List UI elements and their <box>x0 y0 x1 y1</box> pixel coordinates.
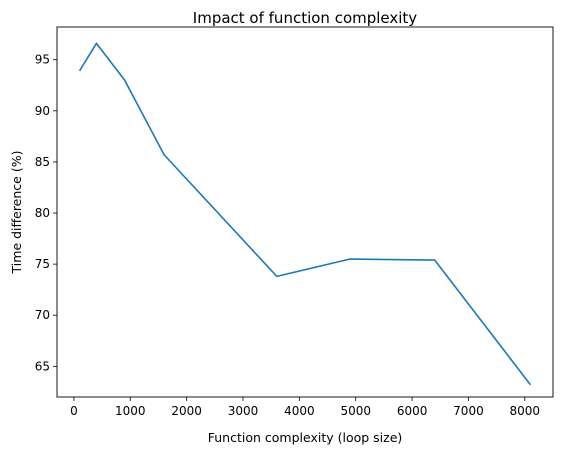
x-tick-label: 2000 <box>171 404 202 418</box>
x-tick-label: 6000 <box>397 404 428 418</box>
y-tick-label: 80 <box>35 206 50 220</box>
x-tick-label: 0 <box>70 404 78 418</box>
data-point <box>528 382 533 387</box>
y-tick-label: 95 <box>35 53 50 67</box>
plot-area <box>56 26 554 398</box>
y-tick-label: 75 <box>35 257 50 271</box>
data-point <box>274 274 279 279</box>
data-point <box>348 257 353 262</box>
y-axis-label: Time difference (%) <box>9 151 24 275</box>
x-tick-label: 3000 <box>228 404 259 418</box>
data-point <box>162 152 167 157</box>
y-tick-label: 85 <box>35 155 50 169</box>
x-axis-ticks: 0 1000 2000 3000 4000 5000 6000 7000 8000 <box>70 397 540 418</box>
data-point <box>77 68 82 73</box>
x-tick-label: 1000 <box>115 404 146 418</box>
y-tick-label: 65 <box>35 359 50 373</box>
y-axis-ticks: 65 70 75 80 85 90 95 <box>35 53 57 373</box>
data-point <box>94 41 99 46</box>
x-tick-label: 4000 <box>284 404 315 418</box>
y-tick-label: 90 <box>35 104 50 118</box>
data-point <box>122 78 127 83</box>
x-axis-label: Function complexity (loop size) <box>208 430 403 445</box>
x-tick-label: 7000 <box>453 404 484 418</box>
series-line <box>78 42 532 386</box>
data-point <box>432 258 437 263</box>
x-tick-label: 5000 <box>340 404 371 418</box>
series-layer <box>77 41 533 387</box>
x-tick-label: 8000 <box>510 404 541 418</box>
chart-title: Impact of function complexity <box>193 9 418 27</box>
y-tick-label: 70 <box>35 308 50 322</box>
